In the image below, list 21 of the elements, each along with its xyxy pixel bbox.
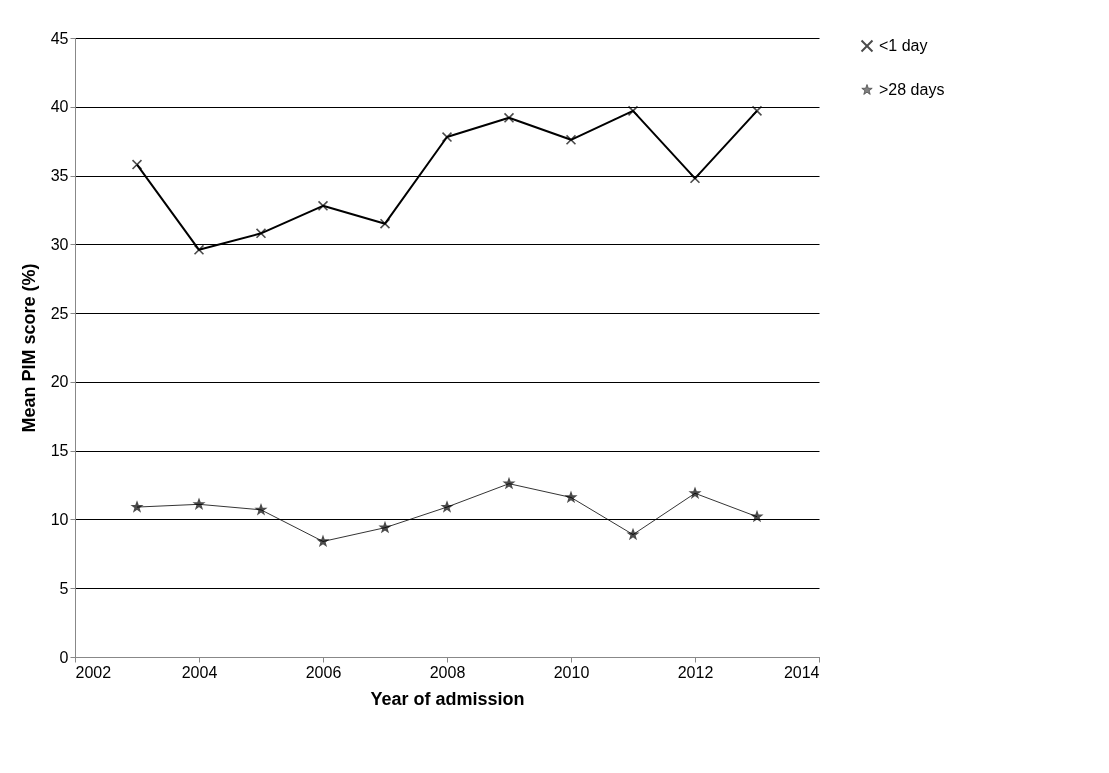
legend-label: <1 day xyxy=(879,37,928,54)
x-tick-label: 2004 xyxy=(181,663,218,681)
y-tick-label: 25 xyxy=(50,304,69,322)
x-tick-label: 2008 xyxy=(429,663,466,681)
y-tick-label: 5 xyxy=(59,579,69,597)
y-tick-label: 20 xyxy=(50,373,69,391)
y-tick-label: 15 xyxy=(50,442,69,460)
y-tick-label: 35 xyxy=(50,167,69,185)
y-axis-title: Mean PIM score (%) xyxy=(18,263,39,433)
legend-label: >28 days xyxy=(879,81,945,98)
x-tick-label: 2014 xyxy=(783,663,820,681)
x-tick-label: 2010 xyxy=(553,663,590,681)
x-tick-label: 2012 xyxy=(677,663,714,681)
x-tick-label: 2006 xyxy=(305,663,342,681)
x-tick-label: 2002 xyxy=(75,663,112,681)
y-tick-label: 45 xyxy=(50,29,69,47)
x-axis-title: Year of admission xyxy=(370,688,525,709)
y-tick-label: 40 xyxy=(50,98,69,116)
y-tick-label: 30 xyxy=(50,235,69,253)
y-tick-label: 10 xyxy=(50,510,69,528)
y-tick-label: 0 xyxy=(59,648,69,666)
